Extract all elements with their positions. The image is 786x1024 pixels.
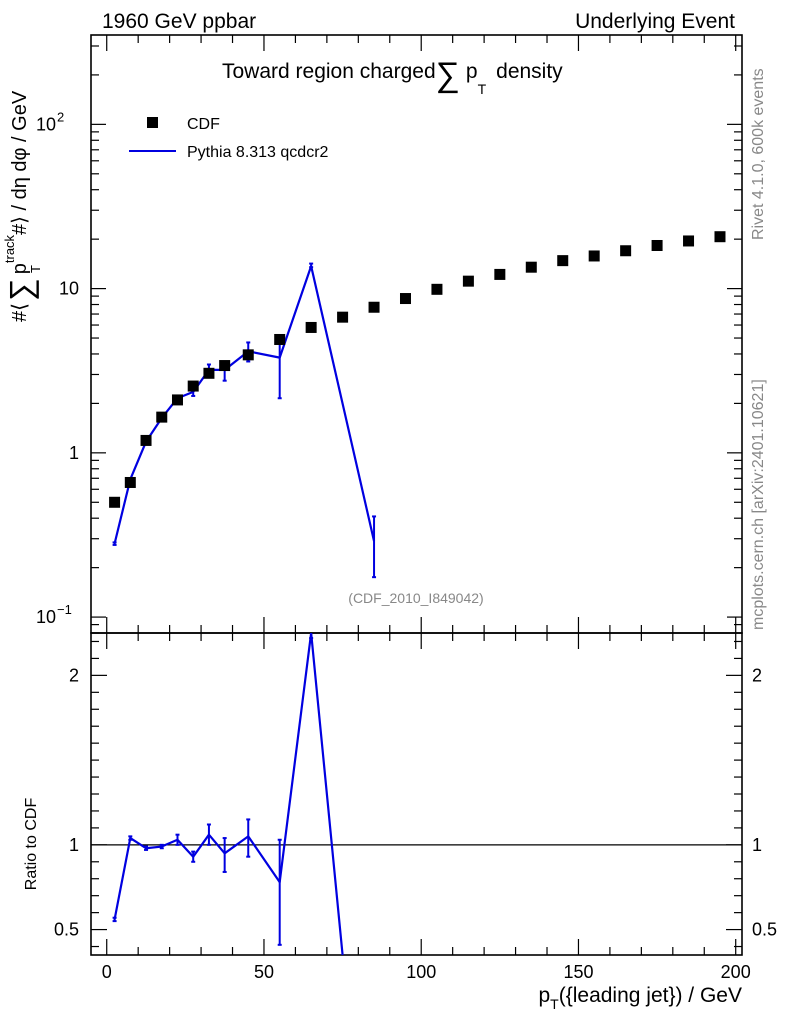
ratio-y-tick-label-right: 2 bbox=[752, 665, 762, 685]
chart-title-text: Toward region charged bbox=[222, 60, 436, 83]
main-y-tick-label: 10 bbox=[36, 114, 56, 134]
chart-title-sub: T bbox=[478, 81, 487, 97]
ratio-y-tick-label-right: 1 bbox=[752, 835, 762, 855]
cdf-data-point bbox=[219, 360, 231, 372]
legend-marker-cdf bbox=[147, 117, 158, 128]
cdf-data-point bbox=[651, 239, 663, 251]
cdf-data-point bbox=[203, 367, 215, 379]
x-title-rest: ({leading jet}) / GeV bbox=[559, 984, 742, 1007]
cdf-data-point bbox=[171, 394, 183, 406]
cdf-data-point bbox=[337, 311, 349, 323]
cdf-data-point bbox=[462, 275, 474, 287]
legend-label-pythia: Pythia 8.313 qcdcr2 bbox=[187, 144, 329, 161]
y-title-suffix: #⟩ / dη dφ / GeV bbox=[9, 90, 31, 235]
y-title-sup: track bbox=[2, 234, 17, 263]
x-axis-title: pT({leading jet}) / GeV bbox=[538, 984, 742, 1012]
ratio-x-tick-label: 200 bbox=[721, 962, 751, 982]
main-y-axis-title: #⟨ ∑ ptrack T #⟩ / dη dφ / GeV bbox=[2, 90, 43, 322]
ratio-x-axis: 0 50 100 150 200 bbox=[102, 633, 751, 982]
main-data-series bbox=[109, 231, 726, 508]
y-title-p: p bbox=[9, 263, 31, 274]
main-y-tick-label: 10 bbox=[36, 607, 56, 627]
ratio-panel-frame bbox=[90, 632, 743, 956]
ratio-y-tick-label: 0.5 bbox=[54, 920, 79, 940]
ratio-y-tick-label: 1 bbox=[69, 835, 79, 855]
header-energy-label: 1960 GeV ppbar bbox=[102, 10, 256, 33]
cdf-data-point bbox=[156, 411, 168, 423]
cdf-data-point bbox=[368, 301, 380, 313]
analysis-id-label: (CDF_2010_I849042) bbox=[348, 590, 483, 606]
main-y-tick-label: 10 bbox=[59, 279, 79, 299]
ratio-x-tick-label: 0 bbox=[102, 962, 112, 982]
legend: CDF Pythia 8.313 qcdcr2 bbox=[129, 116, 329, 161]
y-title-sum: ∑ bbox=[3, 278, 39, 301]
ratio-y-tick-label: 2 bbox=[69, 665, 79, 685]
legend-label-cdf: CDF bbox=[187, 116, 220, 133]
ratio-mc-line bbox=[113, 633, 344, 955]
cdf-data-point bbox=[494, 268, 506, 280]
ratio-y-axis-title: Ratio to CDF bbox=[23, 798, 40, 891]
rivet-version-label: Rivet 4.1.0, 600k events bbox=[750, 68, 767, 240]
ratio-y-tick-label-right: 0.5 bbox=[752, 920, 777, 940]
main-y-tick-label: 1 bbox=[69, 443, 79, 463]
x-title-p: p bbox=[538, 984, 550, 1007]
main-y-tick-exponent: −1 bbox=[57, 602, 72, 617]
header-category-label: Underlying Event bbox=[575, 10, 735, 33]
cdf-data-point bbox=[399, 293, 411, 305]
cdf-data-point bbox=[683, 235, 695, 247]
ratio-mc-series bbox=[112, 633, 344, 955]
y-title-sub: T bbox=[28, 265, 43, 273]
cdf-data-point bbox=[714, 231, 726, 243]
cdf-data-point bbox=[124, 476, 136, 488]
cdf-data-point bbox=[305, 321, 317, 333]
cdf-data-point bbox=[187, 380, 199, 392]
x-title-sub: T bbox=[550, 996, 559, 1012]
cdf-data-point bbox=[431, 283, 443, 295]
chart-title-tail: density bbox=[496, 60, 563, 83]
y-title-prefix: #⟨ bbox=[9, 303, 31, 322]
cdf-data-point bbox=[109, 496, 121, 508]
cdf-data-point bbox=[620, 245, 632, 257]
cdf-data-point bbox=[242, 349, 254, 361]
chart-title-sum: ∑ bbox=[436, 56, 460, 94]
ratio-x-tick-label: 150 bbox=[563, 962, 593, 982]
cdf-data-point bbox=[557, 255, 569, 267]
cdf-data-point bbox=[274, 333, 286, 345]
chart-title: Toward region charged∑ pTdensity bbox=[222, 56, 563, 97]
ratio-x-tick-label: 100 bbox=[406, 962, 436, 982]
cdf-data-point bbox=[525, 261, 537, 273]
main-y-tick-exponent: 2 bbox=[57, 109, 64, 124]
ratio-y-axis: 0.5 0.5 1 1 2 2 bbox=[54, 640, 777, 948]
ratio-x-tick-label: 50 bbox=[254, 962, 274, 982]
cdf-data-point bbox=[588, 250, 600, 262]
main-x-ticks bbox=[106, 35, 737, 633]
chart-title-p: p bbox=[466, 60, 478, 83]
main-mc-series bbox=[112, 262, 377, 579]
mcplots-reference-label: mcplots.cern.ch [arXiv:2401.10621] bbox=[750, 379, 767, 630]
cdf-data-point bbox=[140, 434, 152, 446]
mc-line bbox=[113, 265, 376, 544]
